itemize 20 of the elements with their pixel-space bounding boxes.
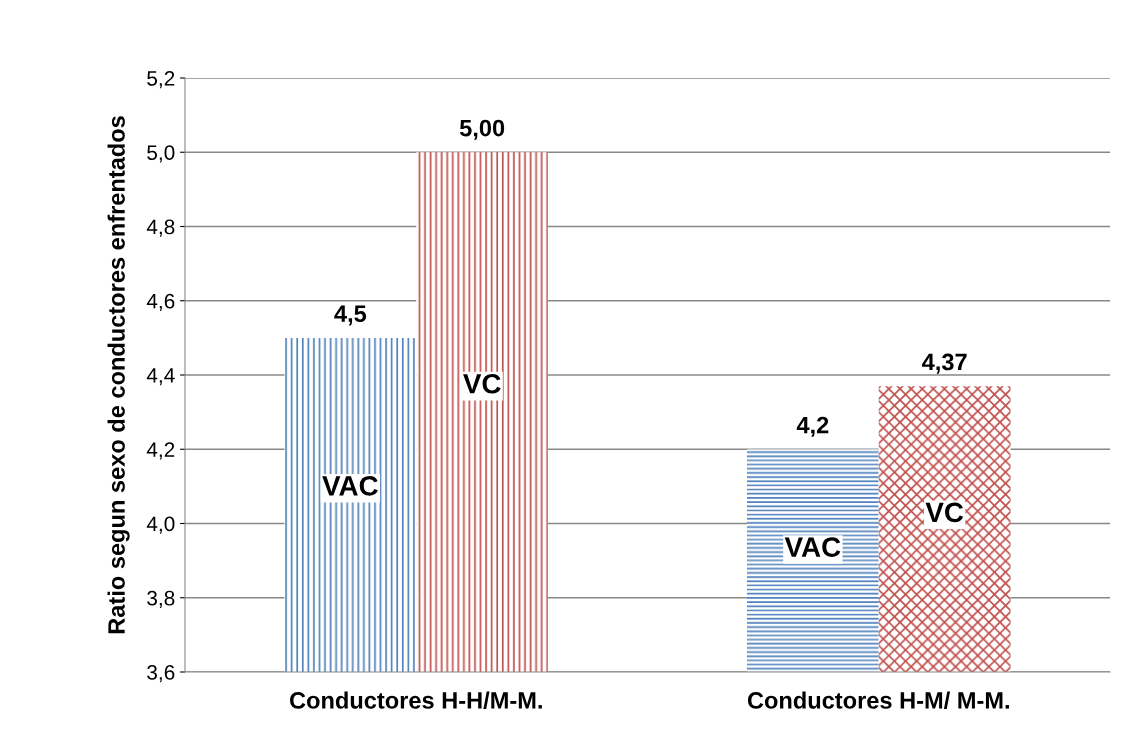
data-label: 4,2 (796, 416, 829, 437)
data-label: 4,37 (922, 353, 967, 374)
y-tick-label: 5,0 (147, 145, 175, 163)
data-label: 5,00 (459, 119, 505, 140)
y-tick-label: 5,2 (147, 71, 175, 89)
y-tick-label: 4,6 (146, 293, 175, 311)
y-tick-label: 4,2 (146, 442, 175, 460)
y-tick-label: 4,8 (146, 219, 175, 237)
text: VAC (322, 476, 378, 496)
series-label: VAC (784, 537, 841, 557)
y-tick-label: 3,8 (147, 590, 175, 608)
y-tick-label: 3,6 (147, 665, 175, 683)
x-tick-label: Conductores H-M/ M-M. (747, 691, 1009, 710)
y-axis-title: Ratio segun sexo de conductores enfrentados (107, 116, 130, 634)
series-label: VC (925, 502, 964, 523)
x-tick-label: Conductores H-H/M-M. (290, 691, 542, 710)
text: VC (463, 373, 501, 394)
y-tick-label: 4,0 (146, 516, 175, 534)
data-label: 4,5 (334, 305, 367, 326)
y-tick-label: 4,4 (146, 368, 175, 386)
